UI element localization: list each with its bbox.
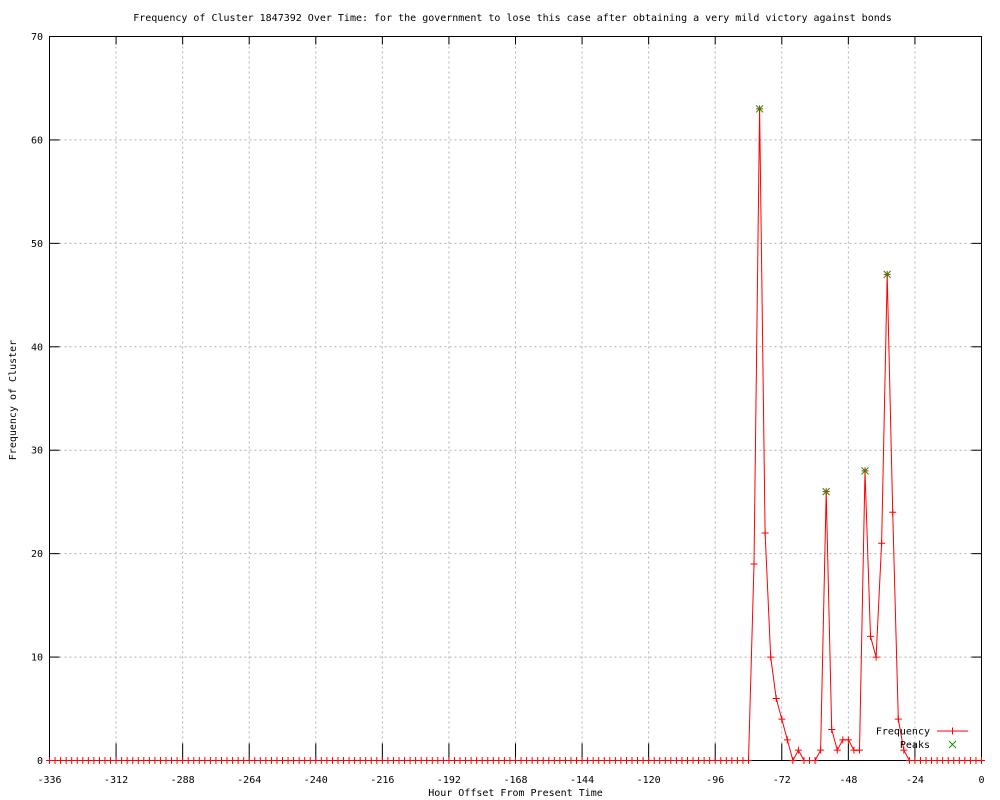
frequency-point-marker bbox=[761, 529, 769, 537]
x-tick-label: -120 bbox=[637, 775, 661, 786]
frequency-point-marker bbox=[772, 694, 780, 702]
frequency-point-marker bbox=[778, 715, 786, 723]
peak-marker bbox=[883, 270, 892, 279]
frequency-point-marker bbox=[855, 746, 863, 754]
x-axis-label: Hour Offset From Present Time bbox=[428, 788, 603, 799]
legend-label-peaks: Peaks bbox=[900, 740, 930, 751]
y-tick-label: 10 bbox=[31, 653, 43, 664]
peak-marker bbox=[822, 487, 831, 496]
frequency-point-marker bbox=[811, 757, 819, 764]
legend-marker-frequency bbox=[949, 727, 956, 735]
y-tick-label: 40 bbox=[31, 342, 43, 353]
frequency-point-marker bbox=[894, 715, 902, 723]
frequency-point-marker bbox=[878, 539, 886, 547]
y-tick-label: 30 bbox=[31, 446, 43, 457]
x-tick-label: 0 bbox=[978, 775, 984, 786]
frequency-point-marker bbox=[794, 746, 802, 754]
x-tick-label: -192 bbox=[437, 775, 461, 786]
frequency-point-marker bbox=[767, 653, 775, 661]
frequency-point-marker bbox=[783, 736, 791, 744]
peak-marker bbox=[755, 105, 764, 113]
y-tick-label: 50 bbox=[31, 239, 43, 250]
frequency-point-marker bbox=[872, 653, 880, 661]
legend-label-frequency: Frequency bbox=[876, 727, 930, 738]
x-tick-label: -24 bbox=[906, 775, 924, 786]
y-tick-label: 20 bbox=[31, 549, 43, 560]
x-tick-label: -264 bbox=[237, 775, 261, 786]
x-tick-label: -216 bbox=[370, 775, 394, 786]
frequency-point-marker bbox=[833, 746, 841, 754]
frequency-point-marker bbox=[817, 746, 825, 754]
y-tick-label: 0 bbox=[37, 756, 43, 767]
x-tick-label: -96 bbox=[706, 775, 724, 786]
frequency-point-marker bbox=[844, 736, 852, 744]
x-tick-label: -336 bbox=[37, 775, 61, 786]
peak-marker bbox=[861, 467, 869, 475]
chart-title: Frequency of Cluster 1847392 Over Time: … bbox=[133, 13, 892, 24]
x-tick-label: -288 bbox=[171, 775, 195, 786]
x-tick-label: -168 bbox=[503, 775, 527, 786]
frequency-point-marker bbox=[889, 508, 897, 516]
frequency-point-marker bbox=[828, 725, 836, 733]
frequency-point-marker bbox=[867, 632, 875, 640]
y-tick-label: 60 bbox=[31, 135, 43, 146]
frequency-point-marker bbox=[900, 746, 908, 754]
x-tick-label: -48 bbox=[839, 775, 857, 786]
y-tick-label: 70 bbox=[31, 32, 43, 43]
frequency-point-marker bbox=[789, 757, 797, 764]
legend-marker-peaks bbox=[948, 740, 957, 749]
x-tick-label: -72 bbox=[773, 775, 791, 786]
x-tick-label: -312 bbox=[104, 775, 128, 786]
frequency-point-marker bbox=[750, 560, 758, 568]
frequency-point-marker bbox=[978, 757, 985, 764]
x-tick-label: -240 bbox=[304, 775, 328, 786]
x-tick-label: -144 bbox=[570, 775, 594, 786]
frequency-point-marker bbox=[745, 757, 752, 764]
